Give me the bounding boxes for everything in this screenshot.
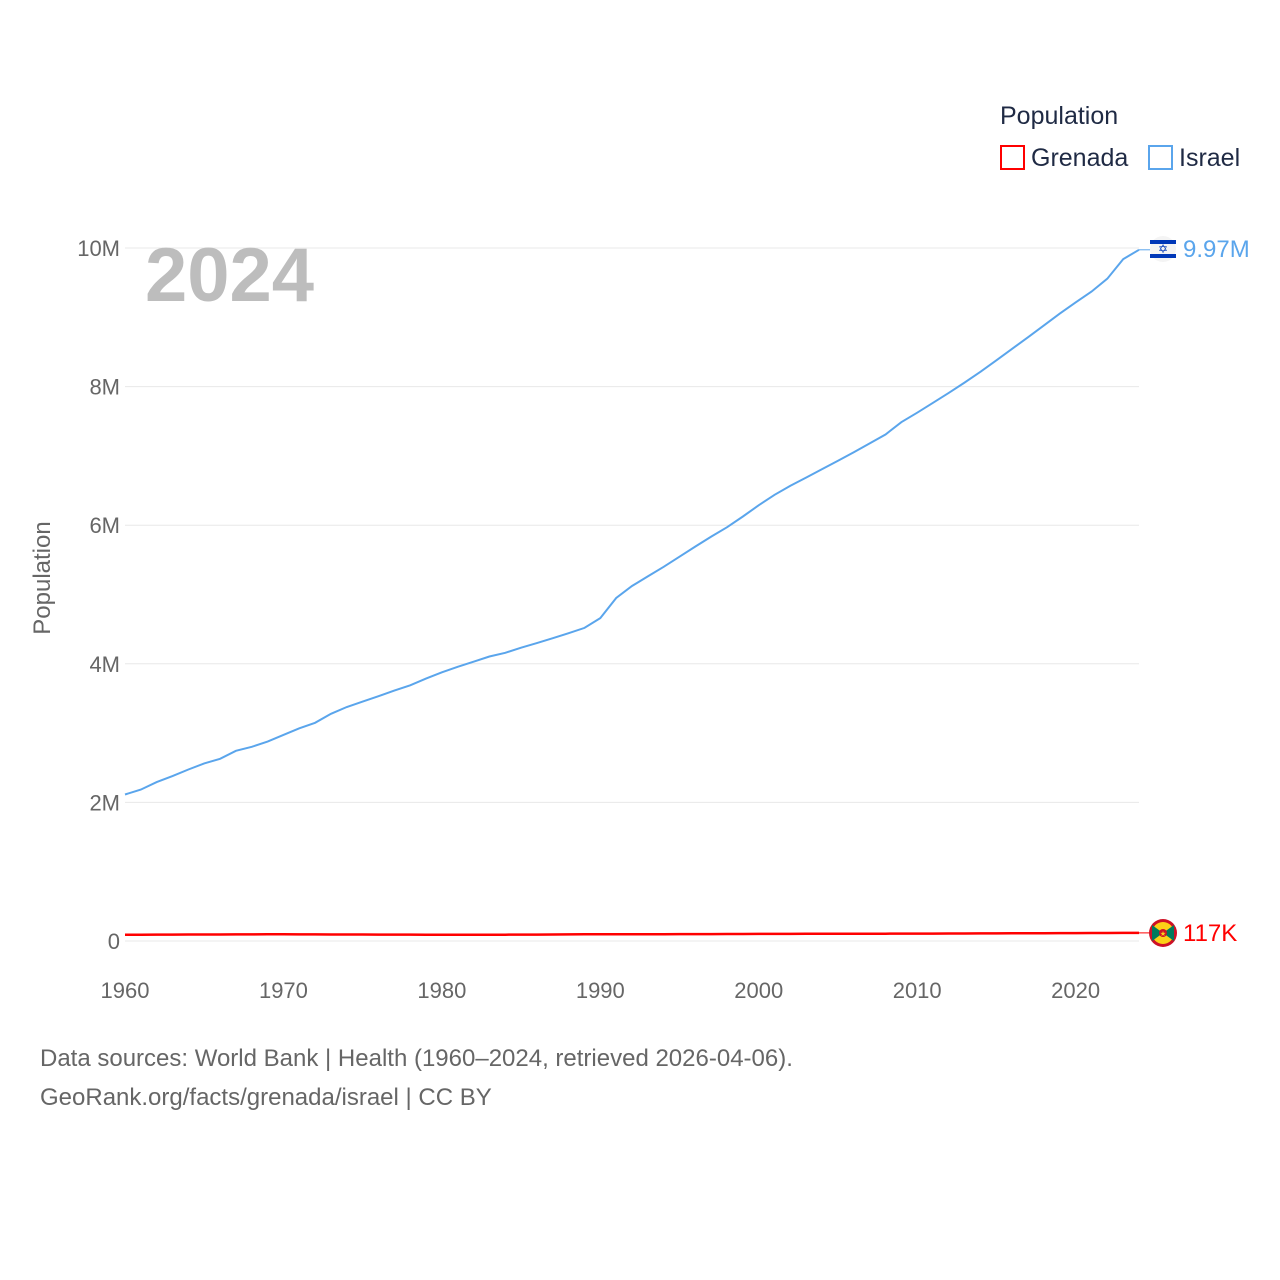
y-tick-label: 10M — [77, 236, 120, 261]
israel-end-label: 9.97M — [1183, 236, 1250, 263]
y-axis-label: Population — [29, 521, 56, 634]
legend-label-israel[interactable]: Israel — [1179, 144, 1240, 172]
attribution-link[interactable]: GeoRank.org/facts/grenada/israel | CC BY — [40, 1084, 492, 1111]
x-tick-label: 1960 — [101, 978, 150, 1003]
legend-swatch-grenada[interactable] — [1000, 145, 1025, 170]
legend-title: Population — [1000, 102, 1118, 130]
y-tick-label: 4M — [89, 652, 120, 677]
israel-flag-icon: ✡ — [1150, 236, 1176, 262]
x-tick-label: 1990 — [576, 978, 625, 1003]
year-watermark: 2024 — [145, 233, 314, 318]
grenada-end-label: 117K — [1183, 920, 1237, 947]
x-tick-label: 2000 — [734, 978, 783, 1003]
data-sources-text: Data sources: World Bank | Health (1960–… — [40, 1045, 793, 1072]
legend-label-grenada[interactable]: Grenada — [1031, 144, 1128, 172]
y-tick-label: 0 — [108, 929, 120, 954]
series-line-grenada — [124, 931, 1139, 937]
x-tick-label: 1970 — [259, 978, 308, 1003]
x-tick-label: 2020 — [1051, 978, 1100, 1003]
svg-text:★: ★ — [1160, 930, 1166, 938]
grenada-flag-icon: ★ — [1149, 919, 1177, 947]
x-tick-label: 1980 — [417, 978, 466, 1003]
y-tick-label: 2M — [89, 790, 120, 815]
y-tick-label: 8M — [89, 375, 120, 400]
y-tick-label: 6M — [89, 513, 120, 538]
legend-swatch-israel[interactable] — [1148, 145, 1173, 170]
series-line-israel — [124, 248, 1140, 796]
x-tick-label: 2010 — [893, 978, 942, 1003]
svg-text:✡: ✡ — [1158, 242, 1168, 256]
